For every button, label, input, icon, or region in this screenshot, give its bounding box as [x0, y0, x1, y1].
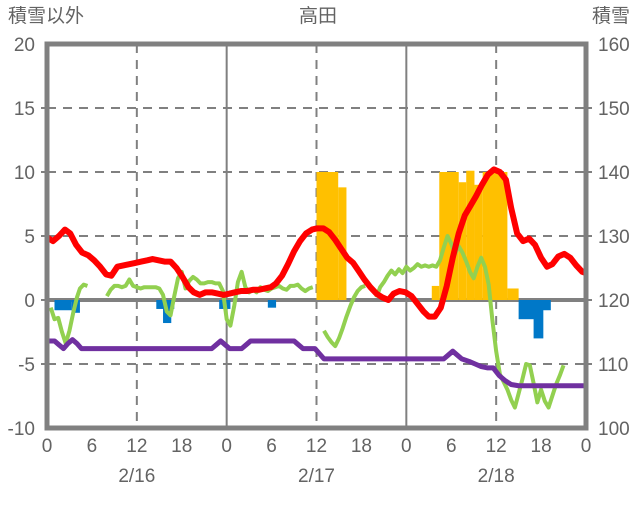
right-tick-label: 100 [598, 419, 630, 440]
right-tick-label: 120 [598, 291, 630, 312]
x-tick-label: 12 [306, 436, 327, 457]
bar [474, 184, 483, 300]
left-tick-label: 0 [24, 291, 35, 312]
x-tick-label: 0 [401, 436, 412, 457]
bar [533, 300, 544, 339]
x-axis-tick-labels: 0 6 12 18 0 6 12 18 0 6 12 18 0 [42, 436, 592, 457]
right-tick-label: 160 [598, 35, 630, 56]
bar [466, 170, 475, 300]
x-tick-label: 6 [87, 436, 98, 457]
x-tick-label: 12 [486, 436, 507, 457]
x-tick-label: 6 [446, 436, 457, 457]
bar [54, 300, 72, 311]
left-tick-label: -5 [18, 355, 35, 376]
axis-frame [41, 41, 592, 431]
x-tick-label: 0 [42, 436, 53, 457]
snow-depth-line [47, 337, 586, 389]
right-axis-unit-label: 積雪 [592, 5, 630, 27]
bar [458, 182, 467, 300]
left-tick-label: -10 [8, 419, 35, 440]
chart-title: 高田 [299, 5, 337, 27]
temperature-line [45, 166, 587, 320]
right-tick-label: 110 [598, 355, 628, 376]
line-path [45, 166, 587, 320]
bar [431, 285, 440, 300]
date-label: 2/16 [118, 466, 155, 487]
x-tick-label: 18 [351, 436, 372, 457]
left-axis-unit-label: 積雪以外 [8, 5, 84, 27]
line-path [322, 284, 366, 349]
left-tick-label: 5 [24, 227, 35, 248]
left-tick-label: 10 [14, 163, 35, 184]
x-tick-label: 0 [221, 436, 232, 457]
line-path [105, 269, 314, 328]
right-tick-label: 130 [598, 227, 630, 248]
right-axis-tick-labels: 100 110 120 130 140 150 160 [598, 35, 630, 440]
x-tick-label: 12 [126, 436, 147, 457]
x-tick-label: 6 [266, 436, 277, 457]
left-axis-tick-labels: -10 -5 0 5 10 15 20 [8, 35, 35, 440]
right-tick-label: 150 [598, 99, 630, 120]
x-axis-date-labels: 2/16 2/17 2/18 [118, 466, 514, 487]
wind-line [48, 234, 566, 410]
left-tick-label: 20 [14, 35, 35, 56]
bar [338, 187, 347, 300]
bar [267, 300, 277, 308]
bar [316, 172, 339, 300]
date-label: 2/18 [478, 466, 515, 487]
bar [541, 300, 551, 311]
bar [507, 288, 519, 300]
left-tick-label: 15 [14, 99, 35, 120]
right-tick-label: 140 [598, 163, 630, 184]
snowfall-bars [54, 300, 551, 339]
line-path [374, 234, 566, 410]
line-path [48, 282, 89, 346]
date-label: 2/17 [298, 466, 335, 487]
x-tick-label: 18 [531, 436, 552, 457]
line-path [47, 337, 586, 389]
x-tick-label: 0 [581, 436, 592, 457]
x-tick-label: 18 [171, 436, 192, 457]
